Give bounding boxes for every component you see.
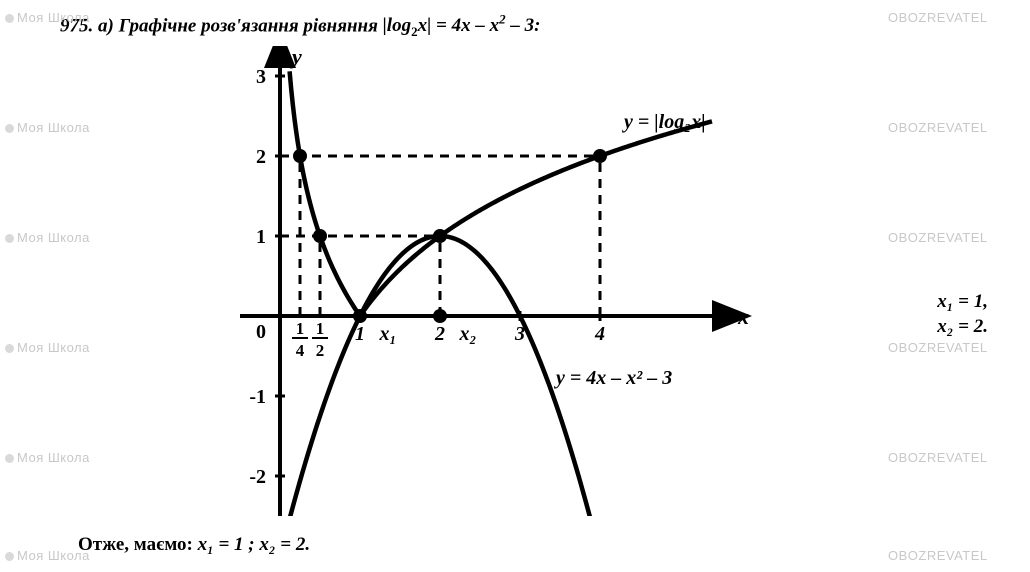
watermark: Моя Школа <box>5 340 90 355</box>
watermark: Моя Школа <box>5 230 90 245</box>
side-line-2: x₂ = 2. <box>937 315 988 340</box>
x-axis-label: x <box>737 304 749 329</box>
watermark: OBOZREVATEL <box>888 120 988 135</box>
intersection-x-label: x₁ <box>379 323 397 345</box>
frac-num: 1 <box>316 319 325 338</box>
final-answer: Отже, маємо: x₁ = 1 ; x₂ = 2. <box>78 534 310 556</box>
solution-graph: 1234123-1-2-30xy1412x₁x₂y = |log₂x|y = 4… <box>130 46 850 516</box>
side-solutions: x₁ = 1, x₂ = 2. <box>937 290 988 339</box>
watermark: OBOZREVATEL <box>888 340 988 355</box>
frac-den: 4 <box>296 341 305 360</box>
y-tick-label: 2 <box>256 146 266 168</box>
frac-num: 1 <box>296 319 305 338</box>
marked-point <box>593 149 607 163</box>
y-axis-label: y <box>289 46 302 69</box>
problem-prefix: Графічне розв'язання рівняння <box>119 15 383 36</box>
marked-point <box>433 309 447 323</box>
problem-number: 975. a) <box>60 15 114 36</box>
x-tick-label: 2 <box>434 323 445 345</box>
parabola-curve-label: y = 4x – x² – 3 <box>554 367 672 389</box>
y-tick-label: 1 <box>256 226 266 248</box>
frac-den: 2 <box>316 341 325 360</box>
watermark: OBOZREVATEL <box>888 10 988 25</box>
y-tick-label: -2 <box>249 466 266 488</box>
x-tick-label: 4 <box>594 323 605 345</box>
problem-heading: 975. a) Графічне розв'язання рівняння |l… <box>60 12 540 40</box>
marked-point <box>433 229 447 243</box>
marked-point <box>313 229 327 243</box>
marked-point <box>353 309 367 323</box>
equation: |log2x| = 4x – x2 – 3: <box>383 15 541 36</box>
intersection-x-label: x₂ <box>459 323 477 345</box>
watermark: Моя Школа <box>5 120 90 135</box>
marked-point <box>293 149 307 163</box>
watermark: Моя Школа <box>5 450 90 465</box>
y-tick-label: 3 <box>256 66 266 88</box>
answer-body: x₁ = 1 ; x₂ = 2. <box>198 534 310 555</box>
watermark: OBOZREVATEL <box>888 548 988 563</box>
y-tick-label: -1 <box>249 386 266 408</box>
side-line-1: x₁ = 1, <box>937 290 988 315</box>
answer-prefix: Отже, маємо: <box>78 534 198 555</box>
log-curve-label: y = |log₂x| <box>622 111 706 133</box>
watermark: OBOZREVATEL <box>888 450 988 465</box>
watermark: OBOZREVATEL <box>888 230 988 245</box>
origin-label: 0 <box>256 321 266 343</box>
